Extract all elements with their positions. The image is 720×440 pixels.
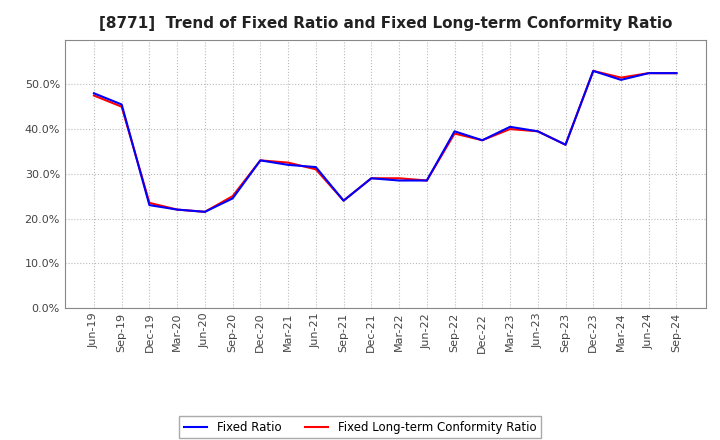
Fixed Long-term Conformity Ratio — [201, 209, 210, 214]
Fixed Ratio — [561, 142, 570, 147]
Fixed Ratio — [395, 178, 403, 183]
Fixed Long-term Conformity Ratio — [89, 93, 98, 98]
Fixed Long-term Conformity Ratio — [534, 128, 542, 134]
Fixed Long-term Conformity Ratio — [145, 200, 154, 205]
Fixed Ratio — [173, 207, 181, 212]
Fixed Long-term Conformity Ratio — [450, 131, 459, 136]
Fixed Ratio — [423, 178, 431, 183]
Fixed Ratio — [228, 196, 237, 201]
Fixed Ratio — [339, 198, 348, 203]
Fixed Ratio — [367, 176, 376, 181]
Fixed Long-term Conformity Ratio — [173, 207, 181, 212]
Fixed Ratio — [478, 138, 487, 143]
Fixed Long-term Conformity Ratio — [312, 167, 320, 172]
Line: Fixed Ratio: Fixed Ratio — [94, 71, 677, 212]
Fixed Ratio — [145, 202, 154, 208]
Fixed Long-term Conformity Ratio — [478, 138, 487, 143]
Fixed Long-term Conformity Ratio — [256, 158, 265, 163]
Fixed Ratio — [644, 70, 653, 76]
Fixed Long-term Conformity Ratio — [228, 194, 237, 199]
Fixed Long-term Conformity Ratio — [672, 70, 681, 76]
Fixed Long-term Conformity Ratio — [423, 178, 431, 183]
Fixed Ratio — [616, 77, 625, 82]
Fixed Ratio — [312, 165, 320, 170]
Fixed Ratio — [201, 209, 210, 214]
Fixed Long-term Conformity Ratio — [644, 70, 653, 76]
Legend: Fixed Ratio, Fixed Long-term Conformity Ratio: Fixed Ratio, Fixed Long-term Conformity … — [179, 416, 541, 439]
Title: [8771]  Trend of Fixed Ratio and Fixed Long-term Conformity Ratio: [8771] Trend of Fixed Ratio and Fixed Lo… — [99, 16, 672, 32]
Fixed Ratio — [534, 128, 542, 134]
Fixed Ratio — [505, 124, 514, 129]
Fixed Long-term Conformity Ratio — [616, 75, 625, 80]
Line: Fixed Long-term Conformity Ratio: Fixed Long-term Conformity Ratio — [94, 71, 677, 212]
Fixed Long-term Conformity Ratio — [367, 176, 376, 181]
Fixed Ratio — [450, 128, 459, 134]
Fixed Long-term Conformity Ratio — [284, 160, 292, 165]
Fixed Long-term Conformity Ratio — [561, 142, 570, 147]
Fixed Long-term Conformity Ratio — [395, 176, 403, 181]
Fixed Ratio — [284, 162, 292, 168]
Fixed Long-term Conformity Ratio — [339, 198, 348, 203]
Fixed Long-term Conformity Ratio — [589, 68, 598, 73]
Fixed Ratio — [589, 68, 598, 73]
Fixed Ratio — [89, 91, 98, 96]
Fixed Long-term Conformity Ratio — [505, 126, 514, 132]
Fixed Long-term Conformity Ratio — [117, 104, 126, 109]
Fixed Ratio — [117, 102, 126, 107]
Fixed Ratio — [672, 70, 681, 76]
Fixed Ratio — [256, 158, 265, 163]
